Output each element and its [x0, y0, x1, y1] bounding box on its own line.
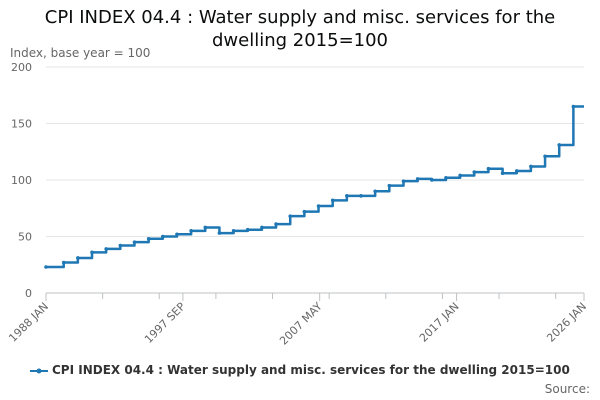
data-point	[345, 194, 349, 198]
data-point	[458, 173, 462, 178]
data-point	[529, 164, 533, 169]
data-point	[260, 225, 264, 230]
data-point	[359, 194, 363, 198]
data-point	[203, 225, 208, 230]
data-point	[76, 256, 80, 260]
x-tick-label: 2007 MAY	[277, 300, 325, 348]
chart-title-line-2: dwelling 2015=100	[211, 30, 389, 51]
y-tick-label: 0	[25, 287, 32, 300]
chart-title-line-1: CPI INDEX 04.4 : Water supply and misc. …	[44, 7, 556, 28]
data-point	[500, 171, 505, 176]
data-point	[161, 234, 165, 239]
data-point	[217, 231, 222, 235]
data-point	[316, 204, 321, 208]
data-point	[61, 260, 66, 265]
y-axis-label: Index, base year = 100	[10, 46, 150, 60]
data-point	[274, 222, 278, 226]
data-point	[472, 170, 477, 174]
data-point	[514, 169, 519, 173]
data-point	[175, 232, 179, 237]
data-point	[245, 227, 250, 232]
data-point	[104, 247, 108, 251]
data-point	[444, 175, 448, 180]
data-point	[330, 198, 335, 203]
source-label: Source:	[544, 382, 590, 396]
chart-title: CPI INDEX 04.4 : Water supply and misc. …	[0, 6, 600, 52]
y-tick-label: 100	[11, 174, 32, 187]
data-point	[90, 250, 94, 255]
data-point	[132, 240, 137, 244]
data-point	[44, 265, 48, 269]
data-point	[557, 143, 562, 147]
data-point	[373, 189, 377, 194]
data-point	[146, 236, 151, 241]
data-point	[543, 154, 547, 159]
series-line	[46, 105, 584, 269]
data-point	[302, 209, 307, 214]
data-point	[571, 104, 576, 109]
y-tick-label: 150	[11, 118, 32, 131]
x-tick-label: 2026 JAN	[544, 300, 589, 345]
legend[interactable]: CPI INDEX 04.4 : Water supply and misc. …	[30, 363, 600, 377]
data-point	[415, 177, 420, 181]
x-tick-label: 1988 JAN	[6, 300, 51, 345]
data-point	[189, 229, 193, 233]
x-tick-label: 1997 SEP	[142, 300, 188, 346]
data-point	[387, 183, 392, 188]
data-point	[231, 229, 236, 233]
data-point	[118, 243, 123, 248]
legend-label: CPI INDEX 04.4 : Water supply and misc. …	[52, 363, 570, 377]
x-tick-label: 2017 JAN	[417, 300, 462, 345]
y-tick-label: 50	[18, 231, 32, 244]
data-point	[430, 178, 434, 182]
data-point	[401, 179, 406, 183]
legend-swatch	[30, 368, 48, 373]
data-point	[486, 166, 491, 171]
y-tick-label: 200	[11, 61, 32, 74]
data-point	[288, 214, 293, 218]
